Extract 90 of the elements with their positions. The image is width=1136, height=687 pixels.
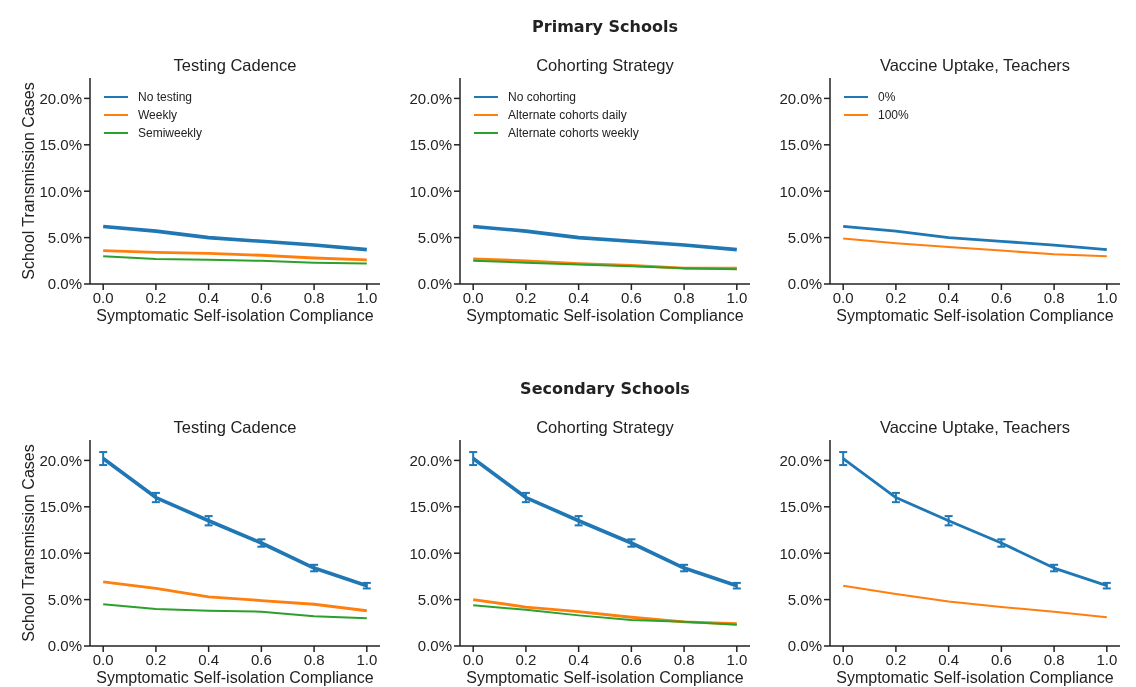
y-tick-label: 20.0% <box>39 451 82 469</box>
x-axis-title: Symptomatic Self-isolation Compliance <box>95 669 375 687</box>
x-tick-label: 0.6 <box>620 288 642 306</box>
y-tick-label: 10.0% <box>779 544 822 562</box>
x-tick-label: 0.8 <box>673 650 695 668</box>
x-tick-label: 0.2 <box>515 288 537 306</box>
x-tick-label: 0.0 <box>92 288 114 306</box>
legend-label: Semiweekly <box>138 126 203 140</box>
x-axis-title: Symptomatic Self-isolation Compliance <box>835 669 1115 687</box>
y-axis-title: School Transmission Cases <box>20 81 38 282</box>
x-tick-label: 0.8 <box>303 650 325 668</box>
chart-title: Cohorting Strategy <box>535 418 675 437</box>
x-tick-label: 0.2 <box>885 288 907 306</box>
y-tick-label: 5.0% <box>417 228 452 246</box>
x-tick-label: 0.8 <box>303 288 325 306</box>
y-tick-label: 5.0% <box>417 590 452 608</box>
y-tick-label: 20.0% <box>779 89 822 107</box>
chart-title: Vaccine Uptake, Teachers <box>878 418 1072 437</box>
y-tick-label: 15.0% <box>779 136 822 154</box>
y-tick-label: 0.0% <box>787 275 822 293</box>
x-axis-title: Symptomatic Self-isolation Compliance <box>835 307 1115 325</box>
legend-label: No cohorting <box>508 90 577 104</box>
y-tick-label: 5.0% <box>787 590 822 608</box>
chart-title: Cohorting Strategy <box>535 56 675 75</box>
legend-label: No testing <box>138 90 193 104</box>
chart-subtitle: Primary Schools <box>531 17 679 36</box>
y-tick-label: 15.0% <box>39 498 82 516</box>
y-tick-label: 20.0% <box>409 89 452 107</box>
y-tick-label: 10.0% <box>779 182 822 200</box>
y-tick-label: 15.0% <box>39 136 82 154</box>
y-tick-label: 0.0% <box>47 637 82 655</box>
legend-label: 0% <box>878 90 896 104</box>
x-tick-label: 0.6 <box>990 288 1012 306</box>
legend-label: Alternate cohorts weekly <box>508 126 639 140</box>
y-tick-label: 10.0% <box>39 544 82 562</box>
y-tick-label: 10.0% <box>409 544 452 562</box>
x-axis-title: Symptomatic Self-isolation Compliance <box>95 307 375 325</box>
x-tick-label: 0.8 <box>1043 288 1065 306</box>
x-tick-label: 0.4 <box>568 288 590 306</box>
y-tick-label: 15.0% <box>409 136 452 154</box>
y-tick-label: 20.0% <box>409 451 452 469</box>
x-tick-label: 0.6 <box>620 650 642 668</box>
x-tick-label: 0.2 <box>885 650 907 668</box>
x-tick-label: 0.2 <box>515 650 537 668</box>
chart-title: Testing Cadence <box>172 56 298 75</box>
x-tick-label: 0.0 <box>832 650 854 668</box>
chart-title: Vaccine Uptake, Teachers <box>878 56 1072 75</box>
y-tick-label: 5.0% <box>47 590 82 608</box>
x-tick-label: 0.4 <box>198 288 220 306</box>
x-tick-label: 0.6 <box>250 288 272 306</box>
x-tick-label: 0.0 <box>832 288 854 306</box>
y-tick-label: 15.0% <box>409 498 452 516</box>
y-tick-label: 10.0% <box>409 182 452 200</box>
x-tick-label: 0.6 <box>990 650 1012 668</box>
x-tick-label: 0.0 <box>92 650 114 668</box>
y-tick-label: 20.0% <box>39 89 82 107</box>
y-tick-label: 0.0% <box>47 275 82 293</box>
y-tick-label: 5.0% <box>47 228 82 246</box>
y-tick-label: 20.0% <box>779 451 822 469</box>
x-tick-label: 1.0 <box>726 650 748 668</box>
x-tick-label: 0.8 <box>673 288 695 306</box>
x-tick-label: 1.0 <box>726 288 748 306</box>
x-axis-title: Symptomatic Self-isolation Compliance <box>465 307 745 325</box>
x-tick-label: 0.4 <box>198 650 220 668</box>
x-tick-label: 1.0 <box>356 650 378 668</box>
x-tick-label: 1.0 <box>356 288 378 306</box>
legend-label: 100% <box>878 108 909 122</box>
y-tick-label: 5.0% <box>787 228 822 246</box>
chart-title: Testing Cadence <box>172 418 298 437</box>
x-tick-label: 0.4 <box>938 288 960 306</box>
x-tick-label: 0.2 <box>145 650 167 668</box>
chart-subtitle: Secondary Schools <box>519 379 691 398</box>
y-axis-title: School Transmission Cases <box>20 443 38 644</box>
x-axis-title: Symptomatic Self-isolation Compliance <box>465 669 745 687</box>
legend-label: Alternate cohorts daily <box>508 108 627 122</box>
x-tick-label: 0.8 <box>1043 650 1065 668</box>
x-tick-label: 0.4 <box>938 650 960 668</box>
y-tick-label: 15.0% <box>779 498 822 516</box>
x-tick-label: 0.0 <box>462 650 484 668</box>
y-tick-label: 0.0% <box>417 275 452 293</box>
x-tick-label: 0.0 <box>462 288 484 306</box>
legend-label: Weekly <box>138 108 178 122</box>
y-tick-label: 10.0% <box>39 182 82 200</box>
y-tick-label: 0.0% <box>417 637 452 655</box>
y-tick-label: 0.0% <box>787 637 822 655</box>
x-tick-label: 1.0 <box>1096 650 1118 668</box>
x-tick-label: 1.0 <box>1096 288 1118 306</box>
x-tick-label: 0.4 <box>568 650 590 668</box>
x-tick-label: 0.6 <box>250 650 272 668</box>
x-tick-label: 0.2 <box>145 288 167 306</box>
